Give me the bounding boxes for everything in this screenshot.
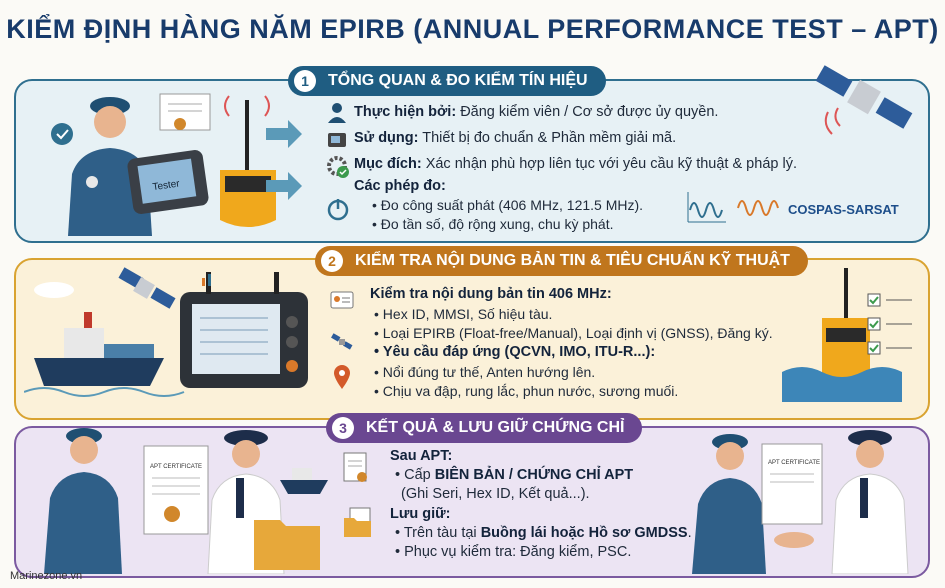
requirement-bullet: • Nổi đúng tư thế, Anten hướng lên.: [374, 364, 596, 380]
certificate-label: APT CERTIFICATE: [150, 464, 202, 470]
section-1-heading: 1 TỔNG QUAN & ĐO KIỂM TÍN HIỆU: [288, 66, 606, 96]
tester-label: Tester: [152, 178, 181, 193]
ship-and-decoder-illustration: [24, 267, 308, 397]
keep-inspection: • Phục vụ kiểm tra: Đăng kiểm, PSC.: [395, 544, 632, 560]
technician-with-tester-illustration: Tester: [51, 93, 302, 236]
section-title: TỔNG QUAN & ĐO KIỂM TÍN HIỆU: [328, 72, 588, 89]
page-title: KIỂM ĐỊNH HÀNG NĂM EPIRB (ANNUAL PERFORM…: [6, 14, 939, 44]
after-apt-note: (Ghi Seri, Hex ID, Kết quả...).: [401, 486, 590, 502]
line-uses: Sử dụng: Thiết bị đo chuẩn & Phần mềm gi…: [354, 130, 677, 146]
satellite-small-icon: [331, 333, 353, 350]
after-apt-issue: • Cấp BIÊN BẢN / CHỨNG CHỈ APT: [395, 467, 634, 483]
line-purpose: Mục đích: Xác nhận phù hợp liên tục với …: [354, 156, 797, 172]
line-measurements: Các phép đo:: [354, 178, 446, 194]
measurement-bullet: • Đo công suất phát (406 MHz, 121.5 MHz)…: [372, 197, 644, 213]
section-3-heading: 3 KẾT QUẢ & LƯU GIỮ CHỨNG CHỈ: [326, 413, 643, 443]
requirement-bullet: • Chịu va đập, rung lắc, phun nước, sươn…: [374, 383, 679, 399]
message-check-heading: Kiểm tra nội dung bản tin 406 MHz:: [370, 286, 612, 302]
section-number: 2: [321, 250, 343, 272]
line-performed-by: Thực hiện bởi: Đăng kiểm viên / Cơ sở đư…: [354, 104, 719, 120]
requirements-heading: • Yêu cầu đáp ứng (QCVN, IMO, ITU-R...):: [374, 344, 656, 360]
measurement-bullet: • Đo tần số, độ rộng xung, chu kỳ phát.: [372, 216, 614, 232]
keep-location: • Trên tàu tại Buồng lái hoặc Hồ sơ GMDS…: [395, 525, 692, 541]
certificate-handover-illustration: APT CERTIFICATE: [44, 428, 328, 574]
folder-document-icon: [344, 507, 371, 537]
location-pin-icon: [334, 365, 350, 389]
keep-label: Lưu giữ:: [390, 506, 451, 522]
section-title: KIỂM TRA NỘI DUNG BẢN TIN & TIÊU CHUẨN K…: [355, 252, 790, 269]
section-2-heading: 2 KIỂM TRA NỘI DUNG BẢN TIN & TIÊU CHUẨN…: [315, 246, 808, 276]
section-number: 3: [332, 417, 354, 439]
floating-epirb-illustration: [782, 268, 912, 402]
section-message-check: [14, 258, 930, 420]
device-icon: [328, 133, 346, 147]
satellite-icon: [815, 65, 913, 135]
document-icon: [343, 452, 367, 482]
cospas-sarsat-logo: COSPAS-SARSAT: [788, 202, 899, 217]
id-card-icon: [330, 291, 354, 309]
handshake-illustration: APT CERTIFICATE: [692, 430, 909, 574]
section-number: 1: [294, 70, 316, 92]
footer-credit: Marinezone.vn: [10, 570, 83, 582]
message-bullet: • Hex ID, MMSI, Số hiệu tàu.: [374, 306, 553, 322]
message-bullet: • Loại EPIRB (Float-free/Manual), Loại đ…: [374, 325, 773, 341]
inspector-icon: [328, 103, 346, 123]
section-title: KẾT QUẢ & LƯU GIỮ CHỨNG CHỈ: [366, 419, 625, 436]
waveform-icons: [687, 192, 779, 223]
power-icon: [327, 199, 349, 221]
after-apt-label: Sau APT:: [390, 448, 453, 464]
gear-check-icon: [327, 156, 349, 178]
certificate-label: APT CERTIFICATE: [768, 460, 820, 466]
